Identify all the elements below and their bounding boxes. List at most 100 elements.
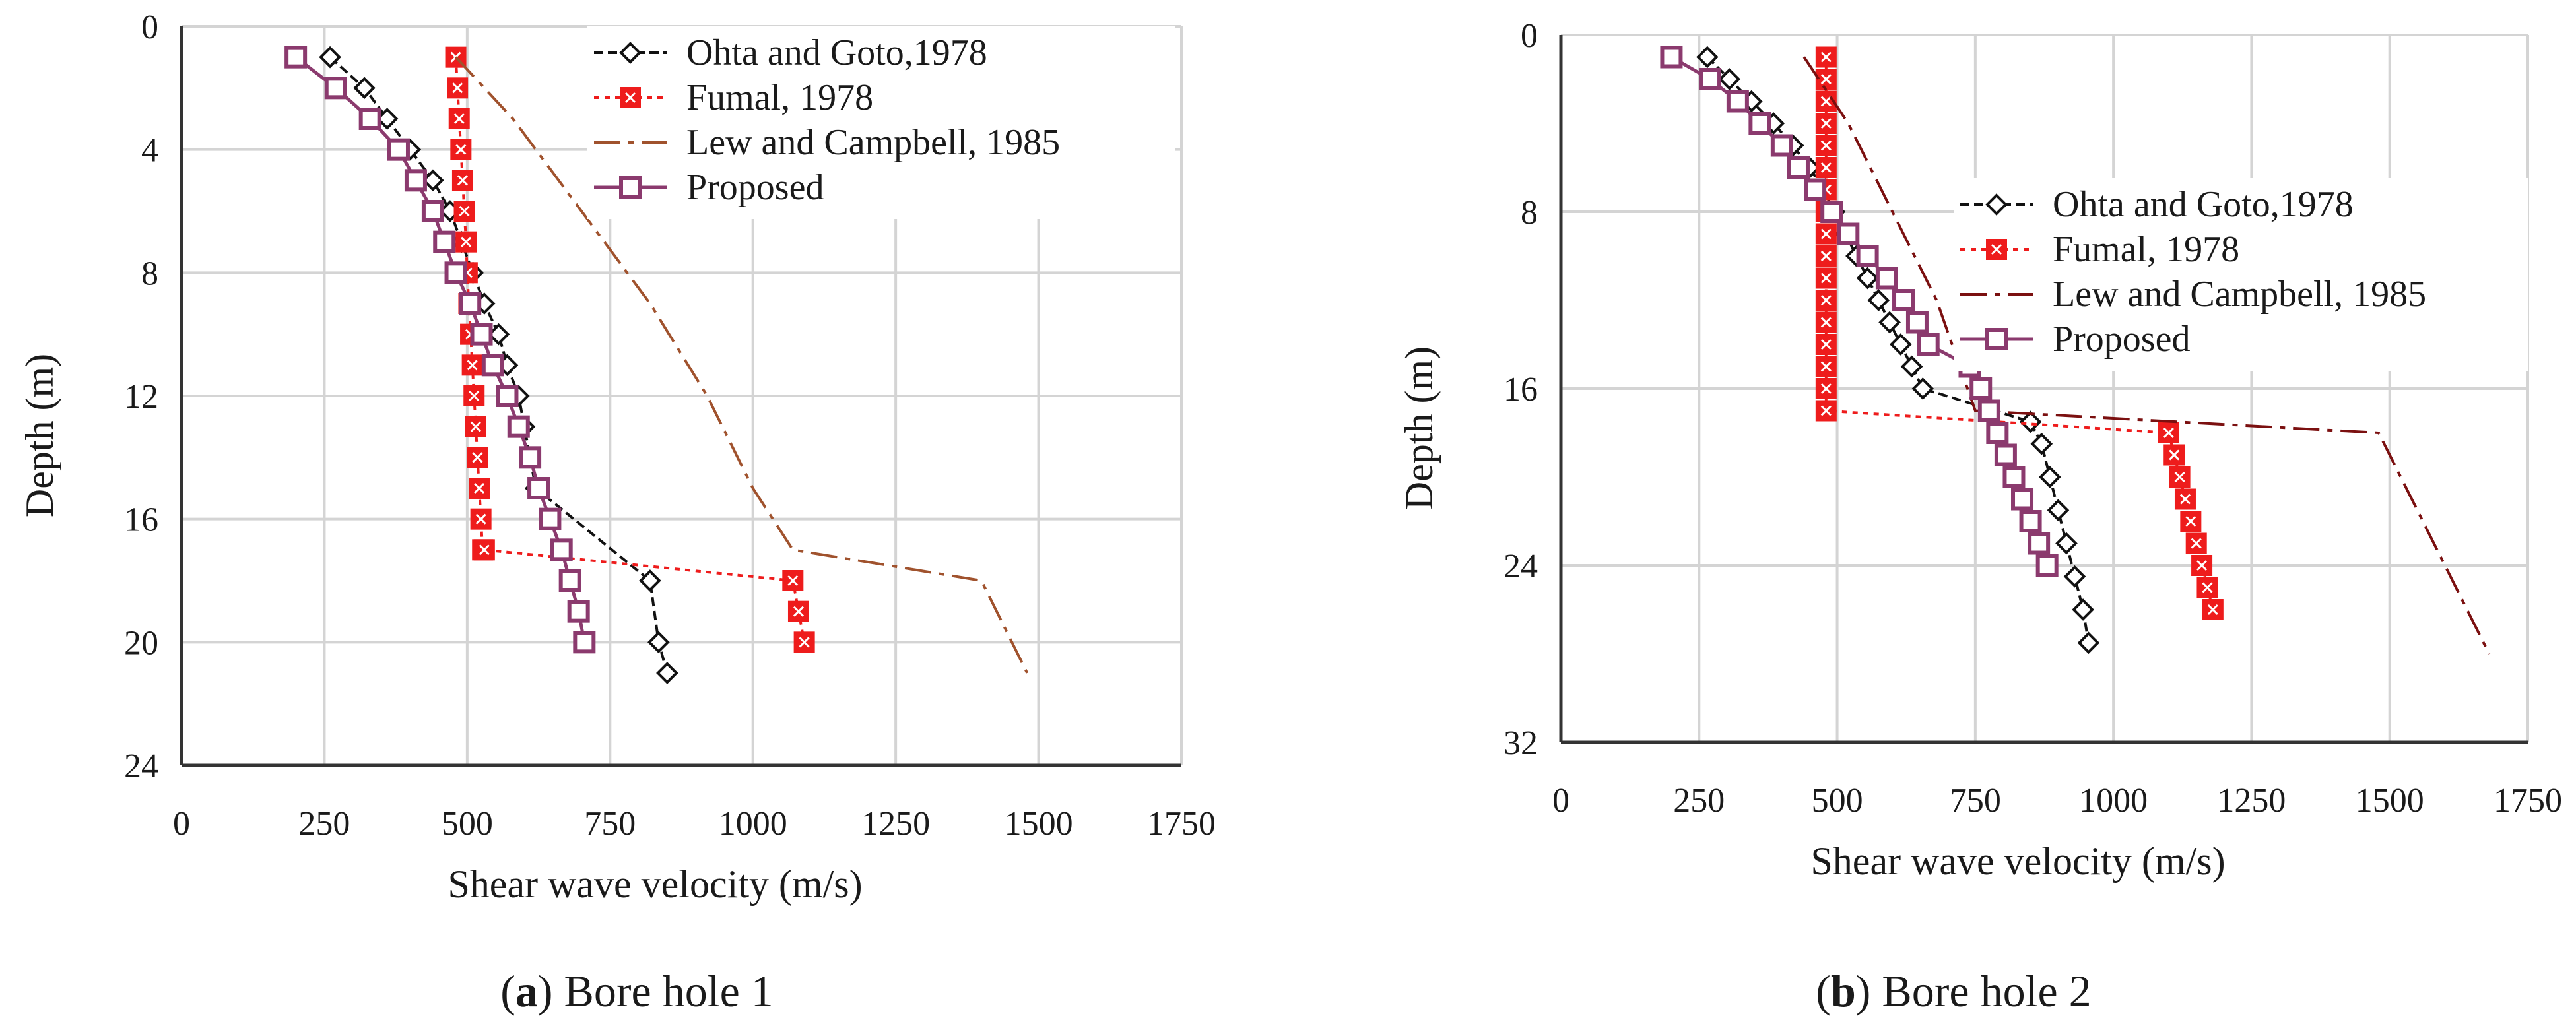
data-point-fumal [1815,245,1837,267]
data-point-fumal [470,508,492,530]
x-tick-label: 500 [442,805,493,843]
data-point-fumal [473,539,495,561]
data-point-fumal [1815,290,1837,311]
data-point-proposed [1856,245,1879,267]
data-point-fumal [1815,378,1837,399]
data-point-fumal [451,170,473,191]
y-tick-label: 24 [124,748,158,785]
data-point-ohta [639,569,661,592]
data-point-proposed [1748,112,1771,135]
data-point-proposed [404,169,427,192]
data-point-proposed [1917,333,1940,356]
data-point-fumal [2180,511,2202,532]
data-point-proposed [539,507,562,530]
data-point-proposed [358,108,381,130]
x-tick-label: 1500 [2356,782,2424,819]
y-tick-label: 0 [1521,17,1538,55]
data-point-proposed [1977,399,2000,422]
x-tick-label: 0 [173,805,190,843]
data-point-proposed [1969,377,1993,400]
data-point-ohta [2047,499,2070,522]
legend-label-fumal: Fumal, 1978 [2053,229,2239,270]
data-point-proposed [1820,201,1843,223]
data-point-proposed [284,46,308,69]
data-point-ohta [1696,46,1719,69]
x-tick-label: 0 [1552,782,1569,819]
data-point-ohta [2019,410,2042,433]
data-point-fumal [1815,135,1837,156]
data-point-proposed [519,446,542,469]
data-point-fumal [1815,311,1837,333]
data-point-fumal [1815,267,1837,289]
data-point-proposed [470,323,493,346]
data-point-proposed [1994,443,2017,466]
data-point-fumal [787,600,809,622]
series-fumal [445,46,815,653]
data-point-proposed [1699,68,1722,90]
legend-label-proposed: Proposed [2053,319,2190,360]
y-tick-label: 4 [141,132,158,170]
legend-label-lew: Lew and Campbell, 1985 [2053,274,2426,315]
data-point-proposed [433,230,456,253]
y-tick-label: 16 [124,501,158,539]
x-axis-title: Shear wave velocity (m/s) [447,862,862,906]
data-point-fumal [2163,444,2185,466]
data-point-fumal [2185,532,2207,554]
legend-marker-fumal [1986,239,2007,260]
x-tick-label: 1250 [861,805,930,843]
data-point-proposed [1770,134,1793,157]
series-ohta [319,46,678,684]
data-point-fumal [453,201,475,222]
data-point-ohta [2030,432,2053,455]
chart-bore-hole-1: 0 250 500 750 1000 1250 1500 1750 0 4 8 12 16 20 24 She… [18,9,1216,906]
legend-label-fumal: Fumal, 1978 [686,77,873,118]
y-tick-label: 8 [141,255,158,292]
series-proposed [284,46,596,654]
y-tick-label: 24 [1503,548,1538,585]
caption-a: (a) Bore hole 1 [500,966,774,1016]
data-point-ohta [2063,565,2086,588]
data-point-proposed [2002,466,2026,488]
data-point-fumal [2158,422,2179,443]
data-point-ohta [2039,466,2061,488]
data-point-proposed [1804,178,1827,201]
data-point-proposed [567,600,590,623]
data-point-proposed [421,200,444,222]
data-point-proposed [481,354,504,377]
data-point-proposed [1726,90,1749,113]
data-point-proposed [1905,311,1929,334]
data-point-fumal [2196,577,2218,598]
data-point-fumal [2202,599,2224,620]
x-tick-label: 1500 [1005,805,1073,843]
data-point-fumal [455,231,477,253]
x-tick-label: 1750 [1147,805,1216,843]
data-point-ohta [656,662,678,684]
data-point-proposed [459,292,482,315]
legend-label-proposed: Proposed [686,167,824,208]
data-point-fumal [1815,157,1837,178]
legend-label-ohta: Ohta and Goto,1978 [686,32,987,73]
data-point-ohta [2077,631,2100,655]
legend-background [587,26,1175,219]
data-point-ohta [2055,532,2078,555]
data-point-fumal [447,77,469,99]
data-point-ohta [353,77,376,100]
data-point-ohta [1911,377,1934,400]
data-point-proposed [527,477,550,499]
data-point-proposed [2035,554,2059,577]
y-tick-label: 8 [1521,194,1538,232]
legend-background [1954,178,2528,371]
data-point-proposed [507,415,530,438]
legend-label-lew: Lew and Campbell, 1985 [686,122,1060,163]
x-tick-label: 750 [1950,782,2001,819]
data-point-fumal [1815,400,1837,422]
data-point-fumal [465,416,486,437]
x-tick-label: 1750 [2493,782,2562,819]
data-point-ohta [1900,355,1923,378]
data-point-proposed [2028,532,2051,555]
legend-marker-ohta [1985,193,2008,216]
caption-b: (b) Bore hole 2 [1816,966,2091,1016]
